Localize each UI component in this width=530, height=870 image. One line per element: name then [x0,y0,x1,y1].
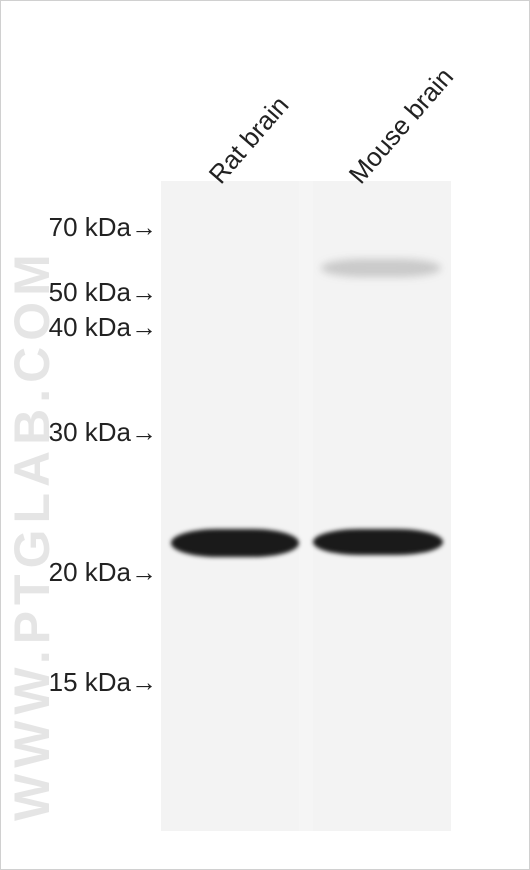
watermark-text: WWW.PTGLAB.COM [3,248,61,821]
marker-label-5: 15 kDa→ [49,667,157,698]
band-1 [313,529,443,555]
band-2 [321,259,441,277]
band-0 [171,529,299,557]
marker-label-0: 70 kDa→ [49,212,157,243]
marker-label-4: 20 kDa→ [49,557,157,588]
marker-label-3: 30 kDa→ [49,417,157,448]
marker-label-1: 50 kDa→ [49,277,157,308]
lane-label-0: Rat brain [203,90,296,190]
blot-figure: Rat brain Mouse brain 70 kDa→ 50 kDa→ 40 kD… [0,0,530,870]
marker-label-2: 40 kDa→ [49,312,157,343]
lane-label-1: Mouse brain [343,62,460,190]
lane-separator [299,181,313,831]
